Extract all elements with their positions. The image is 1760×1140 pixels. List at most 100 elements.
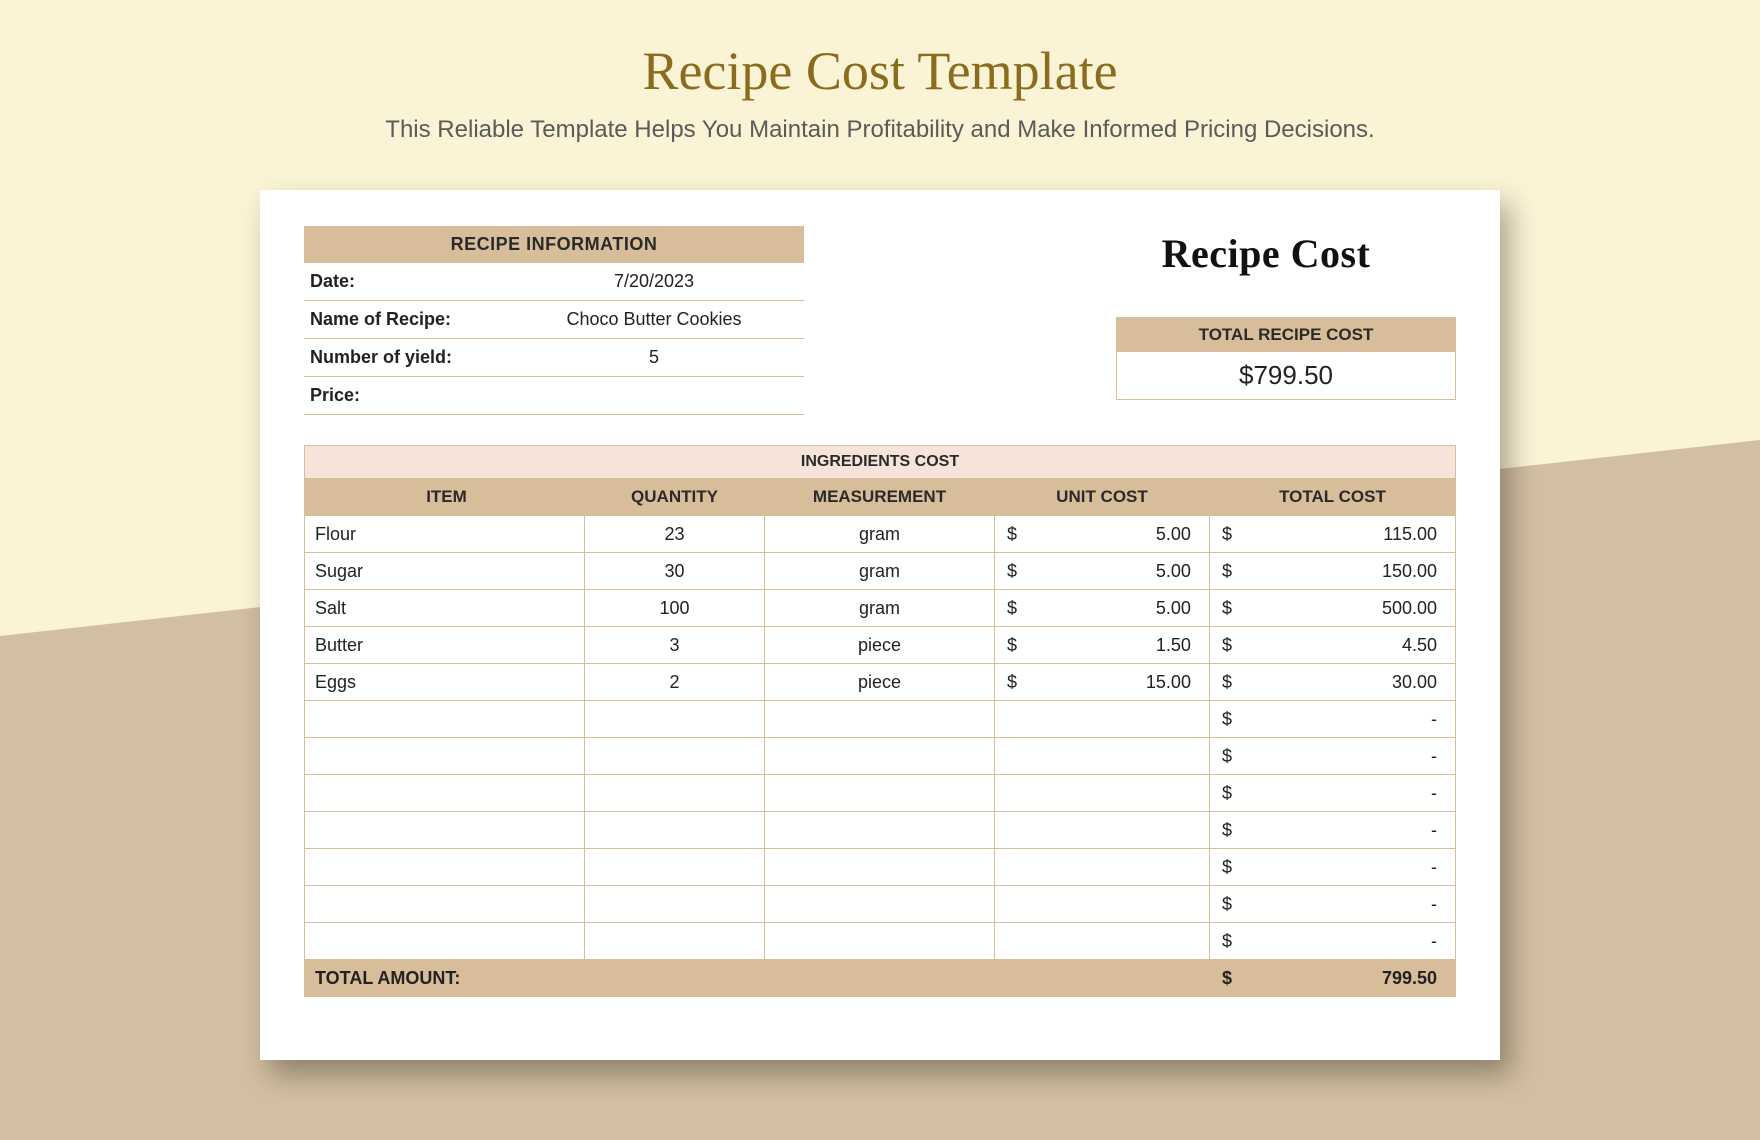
page-title: Recipe Cost Template bbox=[0, 40, 1760, 102]
table-row: Flour23gram$5.00$115.00 bbox=[305, 516, 1456, 553]
page-header: Recipe Cost Template This Reliable Templ… bbox=[0, 0, 1760, 144]
cell-measurement: piece bbox=[765, 664, 995, 701]
ingredients-title: INGREDIENTS COST bbox=[304, 445, 1456, 478]
total-amount-value: $ 799.50 bbox=[1209, 960, 1455, 997]
ingredients-section: INGREDIENTS COST ITEMQUANTITYMEASUREMENT… bbox=[304, 445, 1456, 997]
table-row: $- bbox=[305, 923, 1456, 960]
cell-total-cost: $- bbox=[1209, 738, 1455, 775]
cell-total-cost: $- bbox=[1209, 812, 1455, 849]
cell-quantity bbox=[585, 849, 765, 886]
cell-measurement bbox=[765, 886, 995, 923]
recipe-cost-block: Recipe Cost TOTAL RECIPE COST $799.50 bbox=[1076, 226, 1456, 400]
cell-unit-cost bbox=[995, 886, 1210, 923]
cell-quantity: 23 bbox=[585, 516, 765, 553]
table-row: $- bbox=[305, 849, 1456, 886]
info-value: 5 bbox=[504, 347, 804, 368]
table-row: $- bbox=[305, 886, 1456, 923]
cell-quantity: 2 bbox=[585, 664, 765, 701]
column-header: ITEM bbox=[305, 479, 585, 516]
info-label: Date: bbox=[304, 271, 504, 292]
cell-unit-cost: $5.00 bbox=[995, 553, 1210, 590]
cell-quantity bbox=[585, 886, 765, 923]
cell-unit-cost bbox=[995, 923, 1210, 960]
cell-total-cost: $- bbox=[1209, 923, 1455, 960]
total-amount-label: TOTAL AMOUNT: bbox=[305, 960, 1210, 997]
cell-item: Butter bbox=[305, 627, 585, 664]
cell-measurement: piece bbox=[765, 627, 995, 664]
total-amount-row: TOTAL AMOUNT: $ 799.50 bbox=[305, 960, 1456, 997]
cell-total-cost: $- bbox=[1209, 849, 1455, 886]
cell-item bbox=[305, 923, 585, 960]
info-row: Date:7/20/2023 bbox=[304, 263, 804, 301]
table-row: $- bbox=[305, 775, 1456, 812]
cell-unit-cost bbox=[995, 775, 1210, 812]
info-row: Name of Recipe:Choco Butter Cookies bbox=[304, 301, 804, 339]
cell-item: Flour bbox=[305, 516, 585, 553]
info-row: Number of yield:5 bbox=[304, 339, 804, 377]
recipe-info-header: RECIPE INFORMATION bbox=[304, 226, 804, 263]
cell-total-cost: $- bbox=[1209, 701, 1455, 738]
info-value: 7/20/2023 bbox=[504, 271, 804, 292]
cell-unit-cost: $5.00 bbox=[995, 590, 1210, 627]
cell-unit-cost bbox=[995, 812, 1210, 849]
recipe-info-block: RECIPE INFORMATION Date:7/20/2023Name of… bbox=[304, 226, 804, 415]
cell-quantity bbox=[585, 923, 765, 960]
column-header: TOTAL COST bbox=[1209, 479, 1455, 516]
column-header: MEASUREMENT bbox=[765, 479, 995, 516]
cell-measurement: gram bbox=[765, 553, 995, 590]
cell-quantity: 100 bbox=[585, 590, 765, 627]
info-row: Price: bbox=[304, 377, 804, 415]
total-recipe-cost-box: TOTAL RECIPE COST $799.50 bbox=[1116, 317, 1456, 400]
info-label: Name of Recipe: bbox=[304, 309, 504, 330]
cell-total-cost: $115.00 bbox=[1209, 516, 1455, 553]
cell-quantity bbox=[585, 812, 765, 849]
cell-item: Sugar bbox=[305, 553, 585, 590]
cell-unit-cost: $15.00 bbox=[995, 664, 1210, 701]
cell-measurement bbox=[765, 701, 995, 738]
recipe-cost-title: Recipe Cost bbox=[1076, 230, 1456, 277]
cell-item bbox=[305, 775, 585, 812]
table-row: Butter3piece$1.50$4.50 bbox=[305, 627, 1456, 664]
table-row: $- bbox=[305, 812, 1456, 849]
table-row: $- bbox=[305, 738, 1456, 775]
cell-unit-cost: $1.50 bbox=[995, 627, 1210, 664]
total-recipe-cost-header: TOTAL RECIPE COST bbox=[1117, 318, 1455, 352]
cell-quantity bbox=[585, 701, 765, 738]
cell-measurement bbox=[765, 923, 995, 960]
cell-item bbox=[305, 738, 585, 775]
cell-item bbox=[305, 701, 585, 738]
table-row: $- bbox=[305, 701, 1456, 738]
cell-total-cost: $- bbox=[1209, 886, 1455, 923]
cell-measurement bbox=[765, 812, 995, 849]
cell-item bbox=[305, 849, 585, 886]
cell-item bbox=[305, 886, 585, 923]
cell-quantity bbox=[585, 738, 765, 775]
top-section: RECIPE INFORMATION Date:7/20/2023Name of… bbox=[304, 226, 1456, 415]
cell-total-cost: $- bbox=[1209, 775, 1455, 812]
total-recipe-cost-value: $799.50 bbox=[1117, 352, 1455, 399]
cell-total-cost: $150.00 bbox=[1209, 553, 1455, 590]
spreadsheet-sheet: RECIPE INFORMATION Date:7/20/2023Name of… bbox=[260, 190, 1500, 1060]
info-label: Price: bbox=[304, 385, 504, 406]
cell-quantity: 30 bbox=[585, 553, 765, 590]
info-label: Number of yield: bbox=[304, 347, 504, 368]
ingredients-header-row: ITEMQUANTITYMEASUREMENTUNIT COSTTOTAL CO… bbox=[305, 479, 1456, 516]
cell-measurement: gram bbox=[765, 516, 995, 553]
page-subtitle: This Reliable Template Helps You Maintai… bbox=[0, 116, 1760, 144]
info-value: Choco Butter Cookies bbox=[504, 309, 804, 330]
cell-total-cost: $500.00 bbox=[1209, 590, 1455, 627]
cell-unit-cost bbox=[995, 849, 1210, 886]
table-row: Salt100gram$5.00$500.00 bbox=[305, 590, 1456, 627]
ingredients-table: ITEMQUANTITYMEASUREMENTUNIT COSTTOTAL CO… bbox=[304, 478, 1456, 997]
column-header: UNIT COST bbox=[995, 479, 1210, 516]
cell-unit-cost bbox=[995, 738, 1210, 775]
cell-measurement bbox=[765, 849, 995, 886]
table-row: Eggs2piece$15.00$30.00 bbox=[305, 664, 1456, 701]
cell-measurement bbox=[765, 775, 995, 812]
cell-unit-cost: $5.00 bbox=[995, 516, 1210, 553]
cell-item: Salt bbox=[305, 590, 585, 627]
cell-item bbox=[305, 812, 585, 849]
cell-measurement bbox=[765, 738, 995, 775]
table-row: Sugar30gram$5.00$150.00 bbox=[305, 553, 1456, 590]
cell-quantity: 3 bbox=[585, 627, 765, 664]
